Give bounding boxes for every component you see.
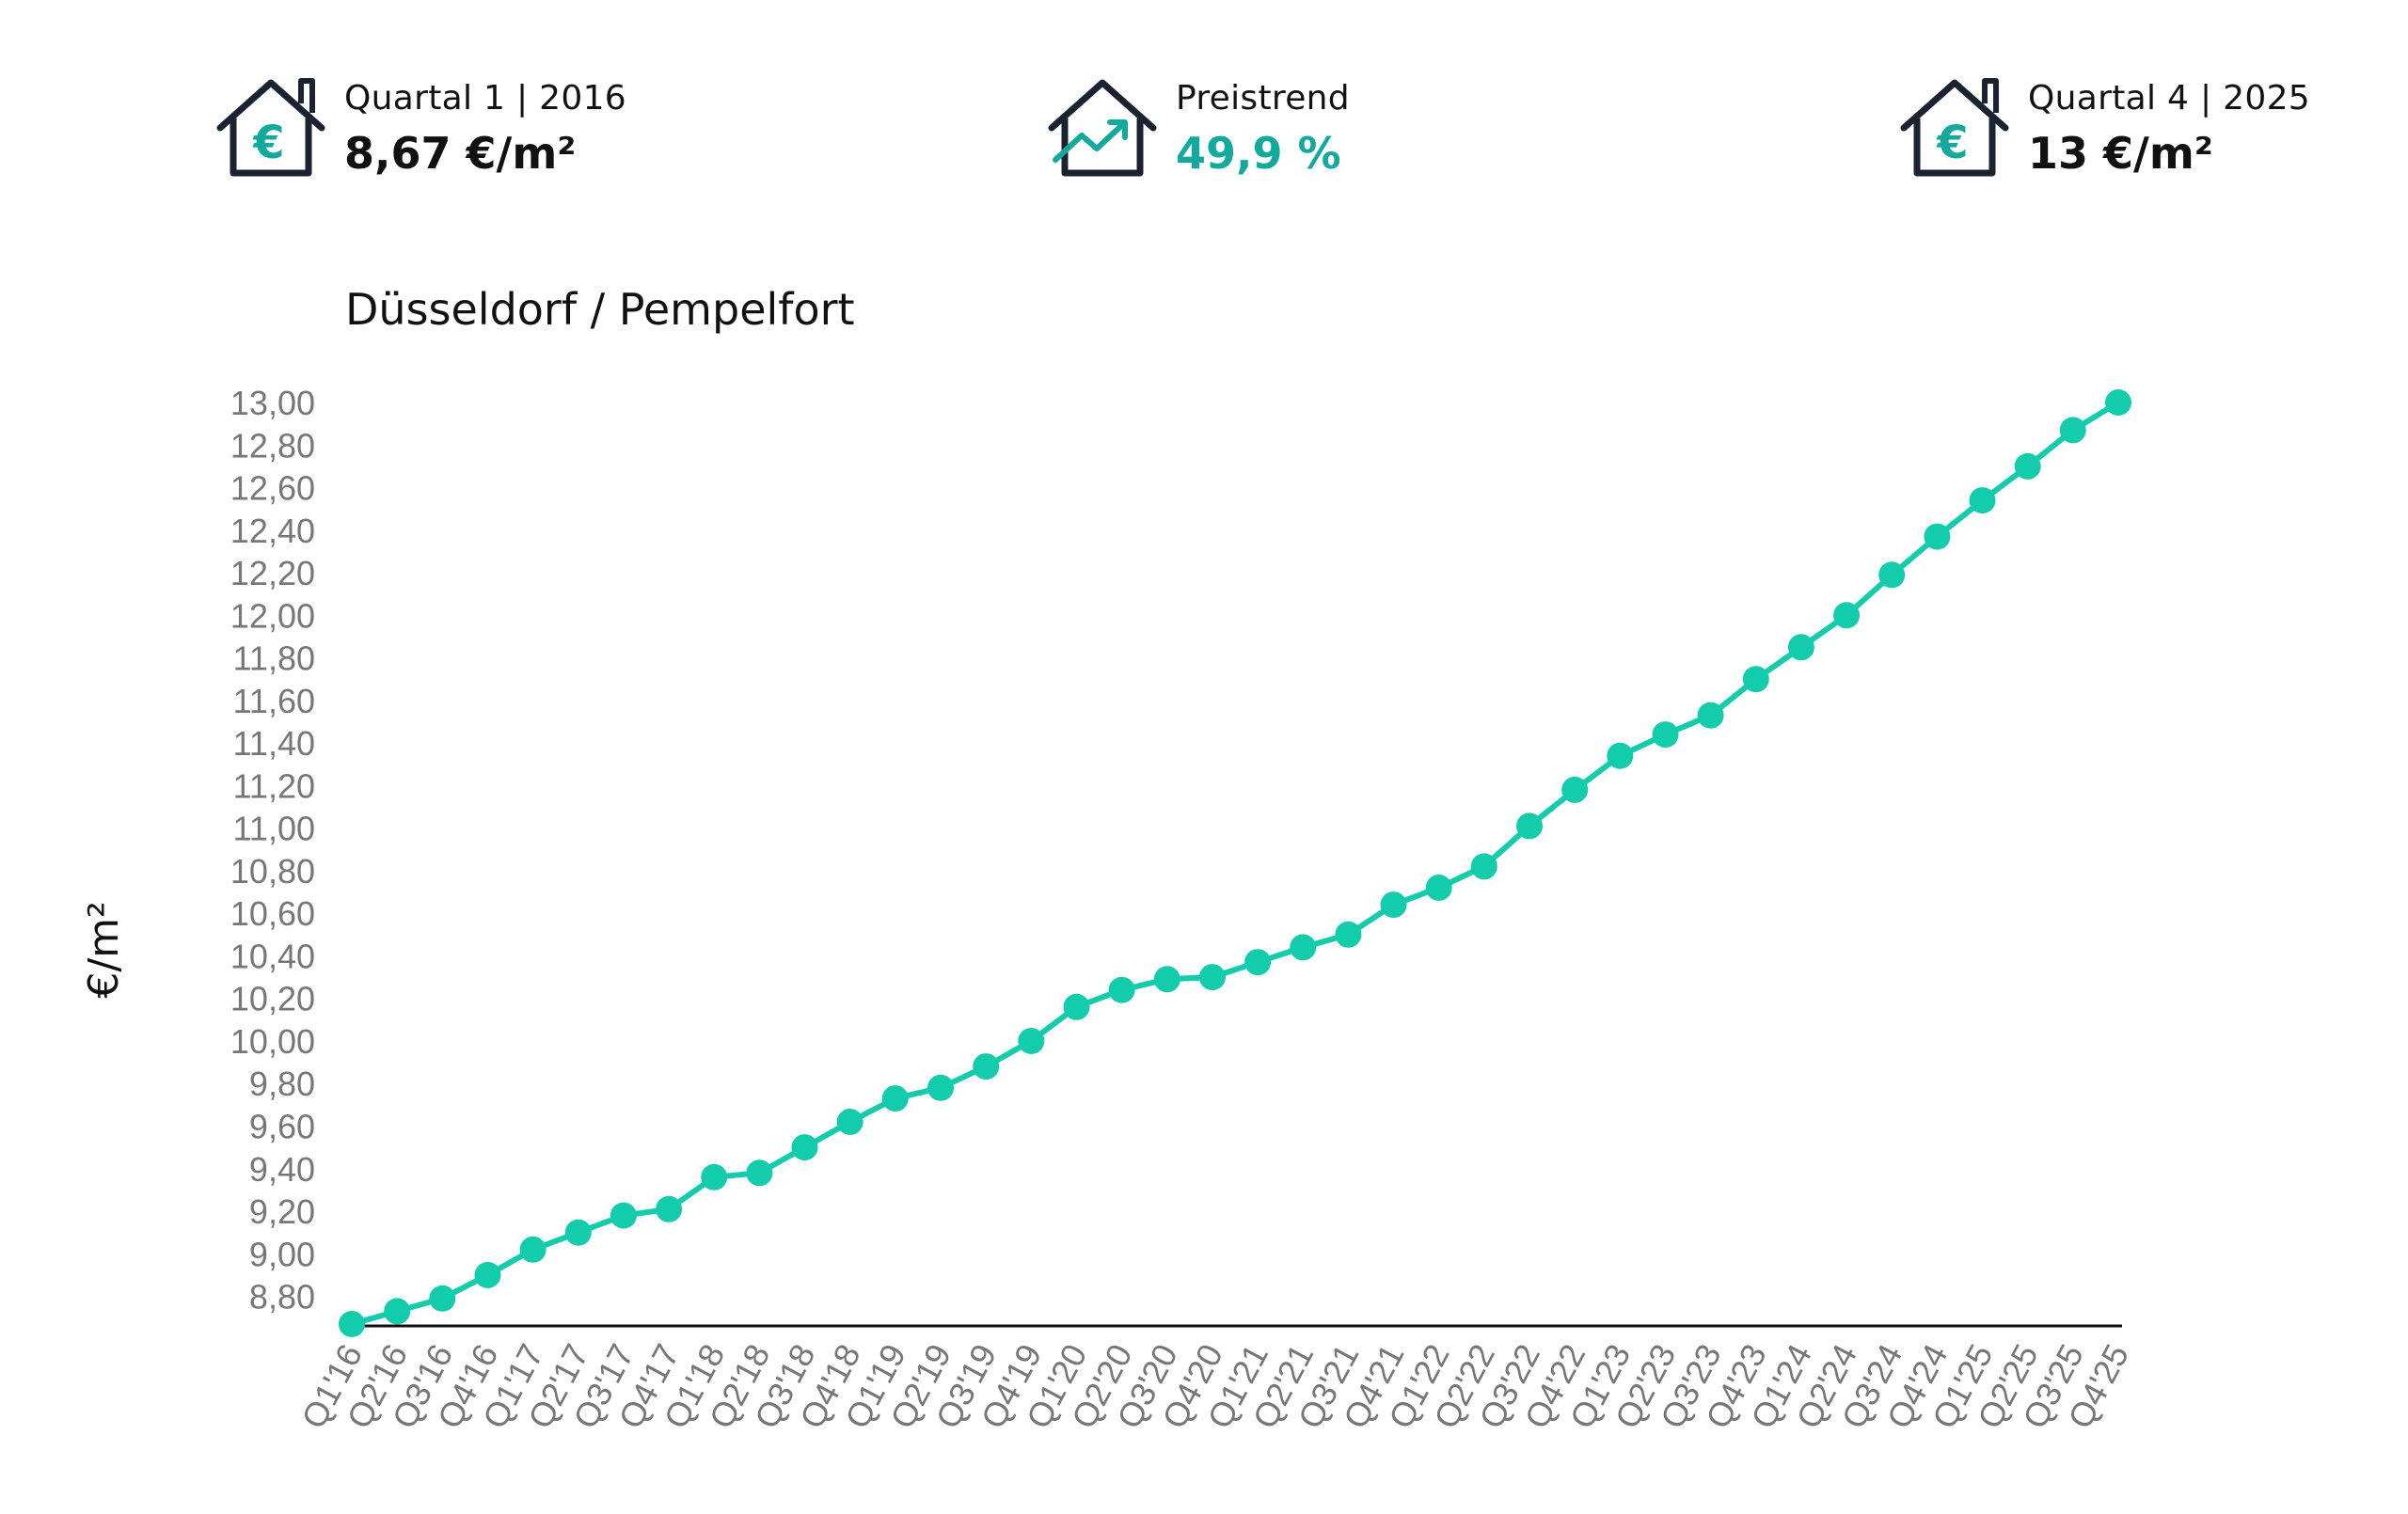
y-axis-label: €/m²: [80, 901, 128, 998]
y-tick-label: 11,00: [233, 810, 315, 848]
data-point[interactable]: [1878, 561, 1906, 589]
kpi-trend-label: Preistrend: [1176, 79, 1350, 118]
y-tick-label: 9,00: [249, 1235, 315, 1273]
y-tick-label: 10,00: [230, 1022, 315, 1061]
x-axis-ticks: Q1'16Q2'16Q3'16Q4'16Q1'17Q2'17Q3'17Q4'17…: [293, 1338, 2136, 1435]
data-point[interactable]: [429, 1285, 456, 1312]
data-point[interactable]: [973, 1053, 1000, 1080]
y-tick-label: 9,40: [249, 1150, 315, 1189]
data-point[interactable]: [1018, 1028, 1045, 1054]
kpi-end-label: Quartal 4 | 2025: [2028, 79, 2310, 118]
data-point[interactable]: [1290, 934, 1317, 961]
data-point[interactable]: [1335, 921, 1362, 948]
kpi-end-value: 13 €/m²: [2028, 128, 2213, 179]
data-point[interactable]: [1470, 853, 1497, 880]
data-point[interactable]: [1063, 993, 1090, 1020]
y-tick-label: 10,40: [230, 937, 315, 975]
chart-title: Düsseldorf / Pempelfort: [345, 284, 855, 335]
data-point[interactable]: [1244, 949, 1272, 976]
data-point[interactable]: [656, 1195, 683, 1222]
y-tick-label: 11,40: [233, 724, 315, 763]
kpi-trend-value: 49,9 %: [1176, 128, 1341, 179]
y-tick-label: 9,20: [249, 1192, 315, 1231]
kpi-start-label: Quartal 1 | 2016: [344, 79, 626, 118]
data-point[interactable]: [1198, 964, 1226, 991]
data-point[interactable]: [1153, 966, 1180, 993]
series-line: [351, 400, 2120, 1327]
data-point[interactable]: [610, 1202, 637, 1229]
data-point[interactable]: [1561, 776, 1589, 803]
house-euro-icon: €: [1900, 78, 2009, 177]
y-tick-label: 10,20: [230, 980, 315, 1018]
y-tick-label: 12,80: [230, 426, 315, 465]
y-tick-label: 11,20: [233, 766, 315, 805]
data-point[interactable]: [519, 1236, 547, 1263]
y-tick-label: 8,80: [249, 1278, 315, 1317]
data-point[interactable]: [564, 1219, 592, 1246]
data-point[interactable]: [1652, 721, 1679, 749]
y-tick-label: 11,80: [233, 639, 315, 678]
data-point[interactable]: [384, 1298, 411, 1325]
data-point[interactable]: [701, 1163, 728, 1191]
data-point[interactable]: [339, 1311, 365, 1337]
y-tick-label: 10,60: [230, 894, 315, 933]
data-point[interactable]: [2105, 389, 2131, 416]
data-point[interactable]: [1425, 875, 1452, 901]
y-axis-ticks: 8,80 9,00 9,209,40 9,60 9,80 10,00 10,20 10,40 1…: [230, 384, 315, 1317]
y-tick-label: 9,80: [249, 1065, 315, 1103]
y-tick-label: 11,60: [233, 682, 315, 720]
house-euro-icon: €: [216, 78, 325, 177]
series-points: [339, 389, 2131, 1337]
svg-text:€: €: [252, 117, 284, 169]
data-point[interactable]: [746, 1159, 773, 1187]
data-point[interactable]: [927, 1074, 954, 1101]
data-point[interactable]: [1380, 891, 1407, 919]
y-tick-label: 12,00: [230, 596, 315, 635]
y-tick-label: 13,00: [230, 384, 315, 422]
data-point[interactable]: [2014, 452, 2041, 480]
y-tick-label: 10,80: [230, 852, 315, 891]
data-point[interactable]: [1924, 523, 1951, 550]
data-point[interactable]: [881, 1085, 909, 1112]
kpi-start-value: 8,67 €/m²: [344, 128, 577, 179]
data-point[interactable]: [1787, 634, 1814, 661]
y-tick-label: 12,20: [230, 554, 315, 592]
data-point[interactable]: [2059, 417, 2086, 444]
data-point[interactable]: [836, 1109, 863, 1135]
y-tick-label: 12,60: [230, 469, 315, 508]
data-point[interactable]: [1516, 812, 1543, 840]
data-point[interactable]: [1697, 702, 1724, 729]
data-point[interactable]: [1742, 666, 1769, 693]
data-point[interactable]: [1607, 742, 1634, 769]
y-tick-label: 12,40: [230, 512, 315, 550]
svg-text:€: €: [1936, 117, 1968, 169]
y-tick-label: 9,60: [249, 1108, 315, 1146]
data-point[interactable]: [1833, 602, 1861, 629]
data-point[interactable]: [1969, 487, 1996, 514]
house-trend-icon: [1048, 79, 1157, 177]
data-point[interactable]: [791, 1134, 818, 1161]
data-point[interactable]: [474, 1261, 501, 1288]
data-point[interactable]: [1108, 976, 1135, 1003]
